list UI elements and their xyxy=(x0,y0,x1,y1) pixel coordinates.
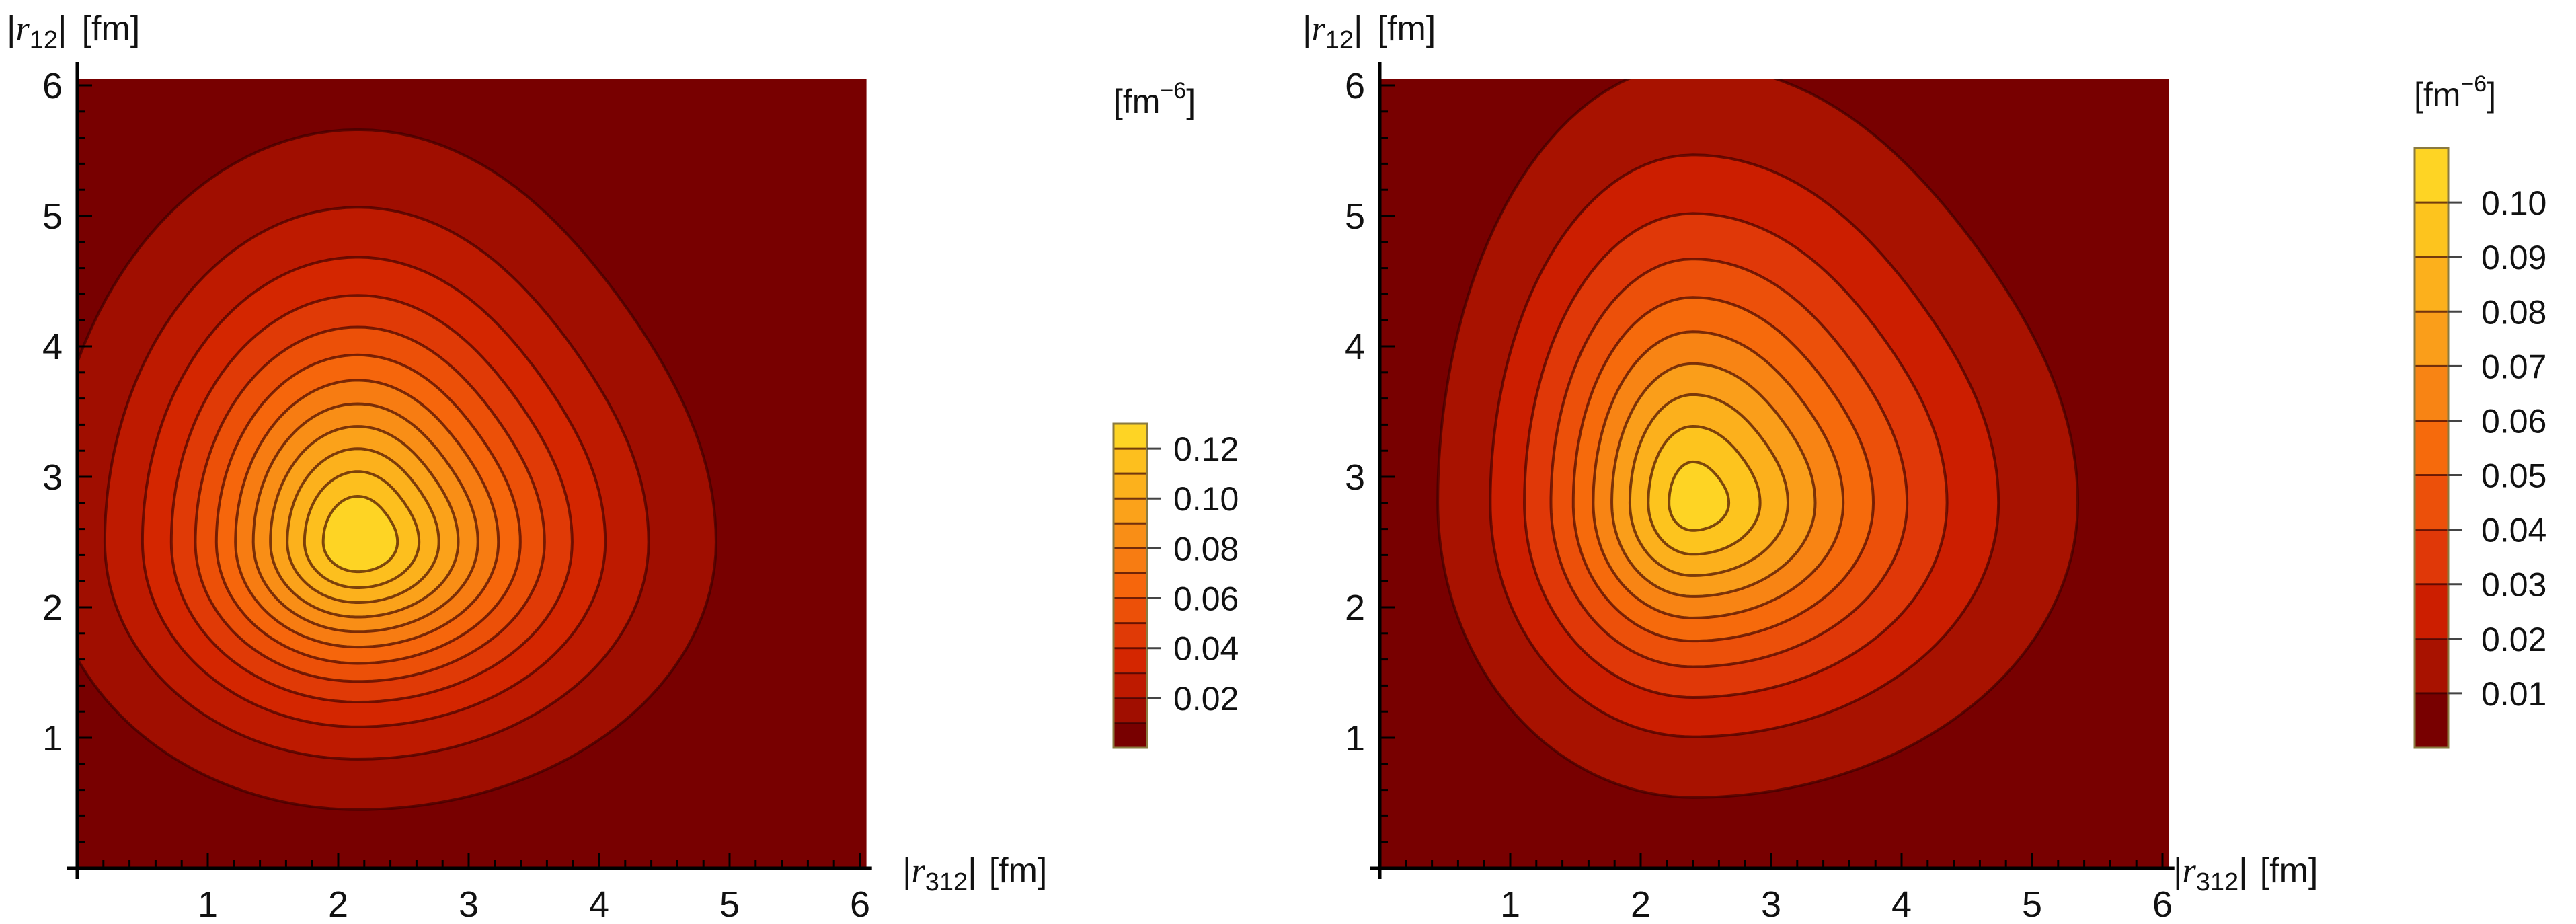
x-tick-label: 1 xyxy=(1500,884,1520,924)
x-tick-label: 4 xyxy=(589,884,609,924)
y-tick-label: 4 xyxy=(42,327,63,367)
x-axis-label: |r312| [fm] xyxy=(2173,851,2318,896)
colorbar-tick-label: 0.08 xyxy=(2481,293,2546,331)
colorbar-band xyxy=(2415,638,2448,693)
colorbar-band xyxy=(1114,648,1147,673)
colorbar: 0.02 0.04 0.06 0.08 0.10 0.12 xyxy=(1112,422,1239,749)
y-tick-label: 2 xyxy=(42,588,63,628)
colorbar-band xyxy=(1114,498,1147,524)
colorbar-band xyxy=(2415,366,2448,421)
colorbar-tick-label: 0.09 xyxy=(2481,239,2546,276)
colorbar-tick-label: 0.02 xyxy=(2481,621,2546,658)
x-tick-label: 4 xyxy=(1891,884,1912,924)
y-tick-label: 6 xyxy=(1345,66,1365,106)
colorbar-tick-label: 0.03 xyxy=(2481,566,2546,604)
y-tick-label: 3 xyxy=(1345,457,1365,498)
contour-plot-area xyxy=(1380,79,2169,868)
colorbar-band xyxy=(2415,529,2448,584)
colorbar-tick-label: 0.06 xyxy=(2481,402,2546,440)
colorbar-band xyxy=(1114,672,1147,698)
x-tick-label: 5 xyxy=(2022,884,2042,924)
colorbar-band xyxy=(1114,473,1147,499)
colorbar-band xyxy=(2415,693,2448,748)
colorbar: 0.01 0.02 0.03 0.04 0.05 0.06 0.07 0.08 0.09 0.10 xyxy=(2413,147,2546,749)
y-tick-label: 6 xyxy=(42,66,63,106)
colorbar-tick-label: 0.01 xyxy=(2481,675,2546,713)
x-tick-label: 2 xyxy=(1631,884,1651,924)
y-tick-label: 5 xyxy=(42,196,63,237)
colorbar-tick-label: 0.02 xyxy=(1173,680,1239,718)
colorbar-band xyxy=(1114,424,1147,449)
colorbar-band xyxy=(2415,148,2448,203)
axes: 1 2 3 4 5 6 1 2 3 4 5 6 xyxy=(42,62,872,924)
colorbar-band xyxy=(1114,573,1147,599)
colorbar-tick-label: 0.04 xyxy=(2481,512,2546,549)
x-tick-label: 1 xyxy=(198,884,218,924)
colorbar-tick-label: 0.06 xyxy=(1173,580,1239,618)
contour-level-0.12 xyxy=(321,494,399,574)
colorbar-tick-label: 0.08 xyxy=(1173,530,1239,568)
colorbar-band xyxy=(1114,697,1147,723)
colorbar-band xyxy=(1114,449,1147,474)
contour-level-0.1 xyxy=(1668,460,1731,532)
y-axis-label: |r12| [fm] xyxy=(7,9,140,54)
x-tick-label: 3 xyxy=(1761,884,1781,924)
y-tick-label: 1 xyxy=(42,718,63,759)
y-tick-label: 1 xyxy=(1345,718,1365,759)
colorbar-unit-label: [fm−6] xyxy=(1114,78,1196,120)
colorbar-band xyxy=(2415,311,2448,367)
colorbar-tick-label: 0.12 xyxy=(1173,430,1239,468)
x-tick-label: 6 xyxy=(850,884,870,924)
y-tick-label: 5 xyxy=(1345,196,1365,237)
y-axis-label: |r12| [fm] xyxy=(1302,9,1436,54)
colorbar-frame xyxy=(1112,422,1148,749)
colorbar-band xyxy=(1114,548,1147,574)
contour-plot-area xyxy=(77,79,867,868)
colorbar-band xyxy=(2415,584,2448,639)
colorbar-tick-label: 0.05 xyxy=(2481,457,2546,495)
colorbar-band xyxy=(2415,475,2448,530)
colorbar-tick-label: 0.07 xyxy=(2481,348,2546,385)
colorbar-band xyxy=(2415,257,2448,312)
colorbar-tick-label: 0.10 xyxy=(1173,480,1239,518)
colorbar-unit-label: [fm−6] xyxy=(2414,71,2496,114)
colorbar-band xyxy=(2415,420,2448,475)
x-tick-label: 5 xyxy=(719,884,740,924)
x-tick-label: 2 xyxy=(328,884,348,924)
colorbar-frame xyxy=(2413,147,2450,749)
colorbar-band xyxy=(1114,623,1147,648)
colorbar-tick-label: 0.04 xyxy=(1173,630,1239,668)
y-tick-label: 4 xyxy=(1345,327,1365,367)
y-tick-label: 2 xyxy=(1345,588,1365,628)
colorbar-band xyxy=(1114,722,1147,748)
axes: 1 2 3 4 5 6 1 2 3 4 5 6 xyxy=(1345,62,2175,924)
x-axis-label: |r312| [fm] xyxy=(902,851,1047,896)
x-tick-label: 6 xyxy=(2152,884,2173,924)
colorbar-band xyxy=(2415,202,2448,258)
y-tick-label: 3 xyxy=(42,457,63,498)
colorbar-band xyxy=(1114,598,1147,623)
x-tick-label: 3 xyxy=(459,884,479,924)
colorbar-band xyxy=(1114,523,1147,549)
colorbar-tick-label: 0.10 xyxy=(2481,184,2546,222)
